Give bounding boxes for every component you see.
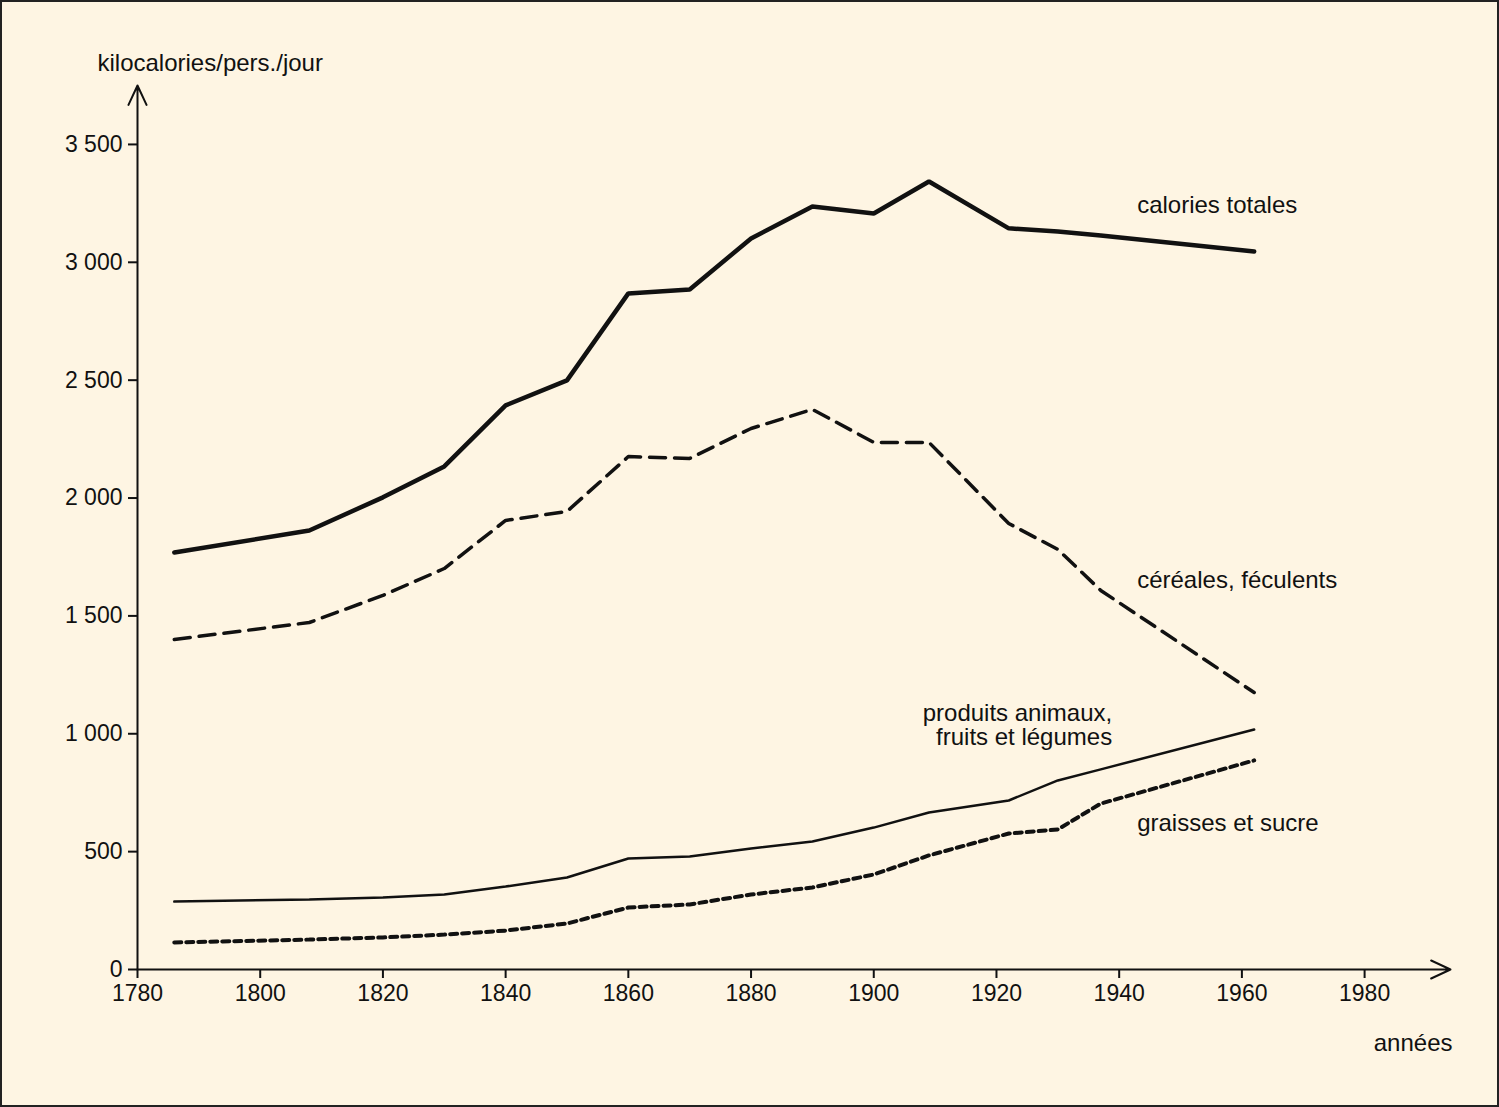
svg-text:produits animaux,fruits et lég: produits animaux,fruits et légumes bbox=[923, 699, 1112, 750]
svg-text:kilocalories/pers./jour: kilocalories/pers./jour bbox=[98, 49, 323, 76]
svg-text:1 000: 1 000 bbox=[65, 720, 123, 746]
svg-text:céréales, féculents: céréales, féculents bbox=[1137, 566, 1337, 593]
svg-text:1880: 1880 bbox=[725, 980, 776, 1006]
svg-text:graisses et sucre: graisses et sucre bbox=[1137, 809, 1318, 836]
svg-text:1900: 1900 bbox=[848, 980, 899, 1006]
svg-text:2 500: 2 500 bbox=[65, 367, 123, 393]
svg-text:1920: 1920 bbox=[971, 980, 1022, 1006]
svg-text:500: 500 bbox=[84, 838, 122, 864]
svg-text:calories totales: calories totales bbox=[1137, 191, 1297, 218]
svg-text:1780: 1780 bbox=[112, 980, 163, 1006]
svg-text:3 000: 3 000 bbox=[65, 249, 123, 275]
svg-text:1940: 1940 bbox=[1094, 980, 1145, 1006]
svg-text:1 500: 1 500 bbox=[65, 602, 123, 628]
svg-text:1840: 1840 bbox=[480, 980, 531, 1006]
svg-text:1980: 1980 bbox=[1339, 980, 1390, 1006]
svg-text:3 500: 3 500 bbox=[65, 131, 123, 157]
svg-text:2 000: 2 000 bbox=[65, 484, 123, 510]
svg-text:1960: 1960 bbox=[1216, 980, 1267, 1006]
svg-text:1800: 1800 bbox=[235, 980, 286, 1006]
svg-text:années: années bbox=[1374, 1029, 1453, 1056]
svg-text:0: 0 bbox=[110, 956, 123, 982]
svg-text:1820: 1820 bbox=[357, 980, 408, 1006]
svg-text:1860: 1860 bbox=[603, 980, 654, 1006]
